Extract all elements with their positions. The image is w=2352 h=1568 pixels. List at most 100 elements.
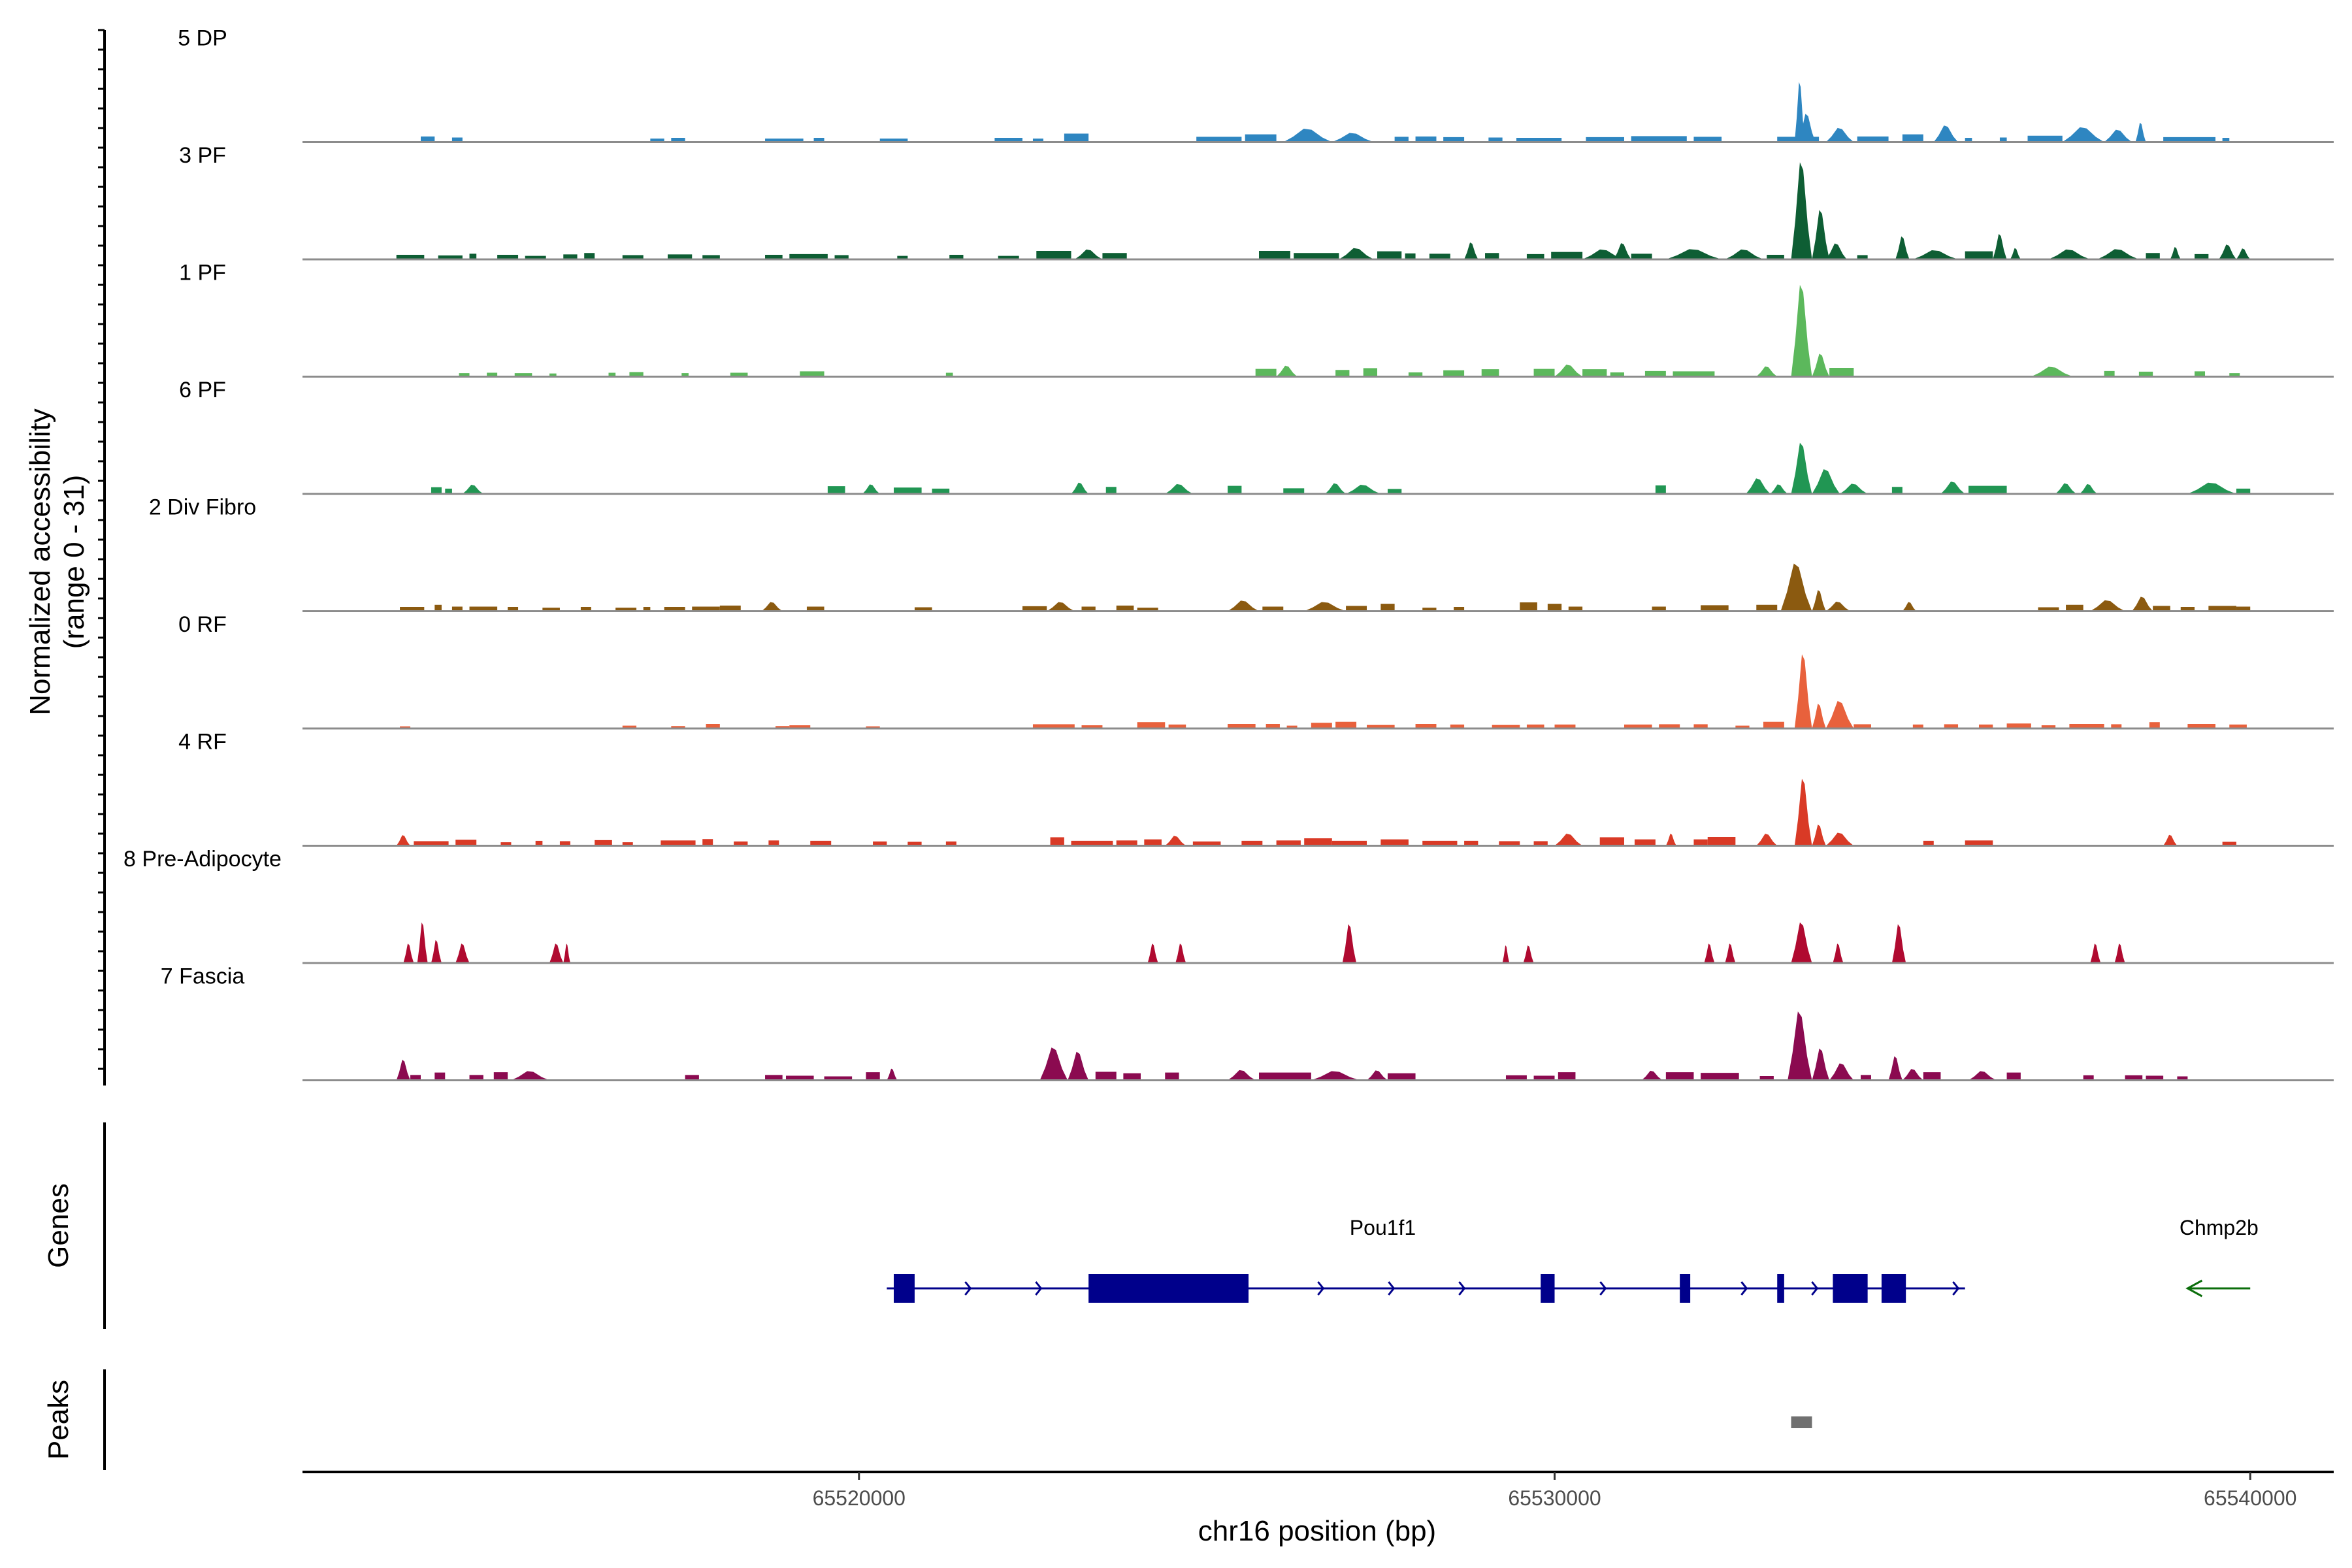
coverage-mark	[1405, 253, 1416, 259]
coverage-mark	[1756, 604, 1778, 612]
coverage-mark	[1485, 253, 1499, 259]
coverage-mark	[1367, 1070, 1388, 1081]
coverage-mark	[2104, 129, 2132, 142]
coverage-mark	[2236, 248, 2251, 259]
coverage-mark	[1116, 840, 1137, 846]
coverage-mark	[1825, 243, 1847, 259]
coverage-mark	[1283, 128, 1332, 142]
coverage-mark	[1228, 600, 1259, 612]
coverage-mark	[813, 138, 825, 142]
coverage-mark	[2048, 249, 2091, 259]
gene-model: Chmp2b	[2180, 1216, 2259, 1298]
coverage-mark	[2222, 138, 2230, 142]
coverage-mark	[800, 371, 825, 377]
coverage-mark	[1335, 721, 1357, 728]
coverage-mark	[664, 607, 685, 612]
coverage-mark	[1794, 654, 1812, 728]
coverage-mark	[2104, 370, 2115, 377]
coverage-mark	[1443, 370, 1465, 377]
coverage-mark	[806, 606, 825, 612]
coverage-mark	[2006, 723, 2031, 728]
coverage-mark	[508, 607, 519, 612]
coverage-mark	[765, 254, 783, 259]
track-label: 2 Div Fibro	[149, 495, 256, 520]
coverage-mark	[2153, 606, 2170, 612]
coverage-mark	[2066, 604, 2083, 612]
coverage-mark	[1794, 778, 1812, 846]
coverage-mark	[445, 488, 452, 494]
coverage-mark	[414, 841, 449, 846]
coverage-mark	[2187, 723, 2215, 728]
coverage-mark	[1551, 252, 1583, 259]
coverage-track: 0 RF	[178, 612, 2334, 730]
coverage-mark	[1693, 839, 1708, 846]
coverage-mark	[1228, 723, 1256, 728]
coverage-mark	[563, 943, 570, 963]
coverage-track: 4 RF	[178, 730, 2334, 847]
coverage-mark	[1547, 604, 1562, 612]
coverage-mark	[421, 136, 435, 142]
coverage-mark	[1840, 483, 1868, 494]
coverage-mark	[2062, 127, 2104, 142]
coverage-mark	[1192, 841, 1221, 846]
coverage-mark	[1725, 249, 1763, 259]
coverage-mark	[2027, 135, 2063, 142]
track-label: 7 Fascia	[161, 964, 245, 989]
coverage-mark	[827, 486, 845, 494]
coverage-mark	[431, 487, 442, 494]
coverage-mark	[1558, 1072, 1576, 1081]
coverage-mark	[1258, 1072, 1311, 1081]
coverage-mark	[1050, 837, 1064, 846]
coverage-mark	[1891, 487, 1903, 494]
gene-exon	[1833, 1274, 1868, 1303]
coverage-mark	[629, 372, 644, 377]
coverage-mark	[1999, 137, 2007, 142]
coverage-mark	[945, 841, 956, 846]
coverage-mark	[1144, 839, 1162, 846]
coverage-mark	[1258, 251, 1290, 259]
coverage-mark	[1933, 125, 1959, 142]
track-label: 4 RF	[178, 730, 227, 755]
coverage-mark	[994, 138, 1022, 142]
coverage-mark	[671, 138, 685, 142]
coverage-mark	[785, 1075, 814, 1081]
coverage-mark	[1415, 723, 1437, 728]
coverage-mark	[1641, 1070, 1663, 1081]
coverage-mark	[1294, 253, 1339, 259]
coverage-mark	[1147, 943, 1158, 963]
coverage-mark	[1255, 368, 1277, 377]
coverage-mark	[2055, 483, 2077, 494]
coverage-mark	[1339, 248, 1374, 259]
coverage-mark	[1791, 285, 1812, 377]
coverage-mark	[1276, 840, 1301, 846]
coverage-mark	[2236, 488, 2251, 494]
coverage-mark	[410, 1075, 421, 1081]
coverage-mark	[685, 1075, 699, 1081]
y-axis-title: Normalized accessibility	[24, 408, 56, 715]
coverage-mark	[1829, 1063, 1854, 1081]
coverage-track: 3 PF	[179, 143, 2334, 261]
coverage-mark	[417, 922, 428, 963]
coverage-mark	[1342, 924, 1357, 963]
coverage-mark	[2163, 834, 2178, 846]
coverage-mark	[1860, 1075, 1871, 1081]
coverage-mark	[1704, 943, 1715, 963]
coverage-mark	[1968, 485, 2007, 494]
coverage-mark	[535, 840, 543, 846]
gene-exon	[1777, 1274, 1784, 1303]
track-label: 3 PF	[179, 143, 226, 168]
coverage-mark	[834, 255, 849, 259]
coverage-mark	[1074, 249, 1103, 259]
coverage-mark	[1825, 832, 1854, 846]
coverage-mark	[1064, 133, 1089, 142]
coverage-mark	[455, 943, 470, 963]
coverage-mark	[1526, 253, 1544, 259]
coverage-mark	[1533, 368, 1555, 377]
coverage-mark	[1241, 840, 1263, 846]
coverage-mark	[469, 606, 498, 612]
coverage-mark	[1634, 839, 1656, 846]
coverage-mark	[1631, 136, 1687, 142]
coverage-mark	[1582, 249, 1624, 259]
coverage-mark	[396, 835, 411, 846]
coverage-mark	[1523, 945, 1534, 963]
